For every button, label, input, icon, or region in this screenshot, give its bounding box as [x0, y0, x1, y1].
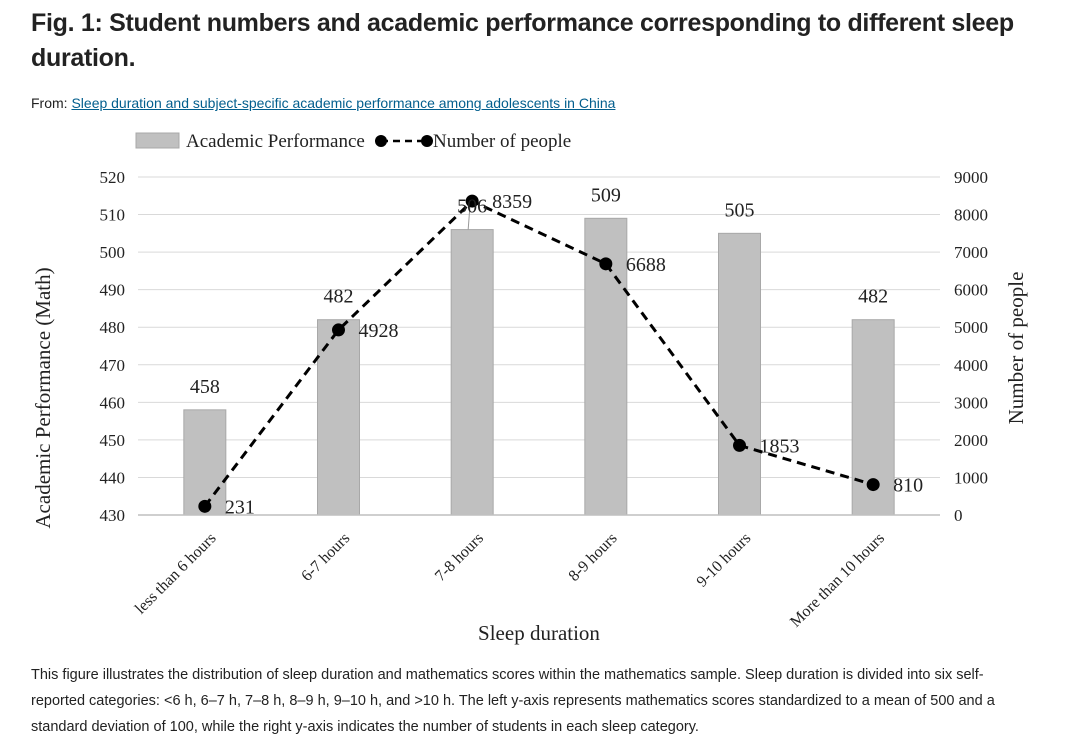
bars	[183, 203, 895, 516]
right-y-tick-label: 6000	[954, 281, 988, 300]
people-value-label: 810	[893, 475, 923, 497]
bar-value-label: 506	[457, 196, 487, 218]
people-value-label: 8359	[492, 191, 532, 213]
people-point	[866, 478, 880, 492]
legend: Academic Performance Number of people	[135, 131, 571, 152]
legend-label-academic-performance: Academic Performance	[186, 131, 365, 152]
right-y-tick-label: 1000	[954, 468, 988, 487]
right-y-tick-label: 7000	[954, 243, 988, 262]
x-tick-label: 9-10 hours	[694, 530, 755, 591]
bar-value-label: 482	[858, 286, 888, 308]
bar-academic-performance	[718, 232, 761, 516]
gridlines	[138, 176, 940, 478]
people-point	[332, 323, 345, 337]
left-y-tick-label: 510	[100, 206, 126, 225]
sleep-duration-chart: 430 440 450 460 470 480 490 500 510 520 0 1000 2000 3…	[31, 131, 1028, 645]
number-of-people-line	[198, 194, 880, 513]
legend-marker-left	[375, 135, 387, 147]
left-y-tick-label: 430	[100, 506, 126, 525]
people-point	[599, 257, 613, 271]
x-tick-label: less than 6 hours	[132, 530, 220, 618]
left-y-axis-title: Academic Performance (Math)	[31, 267, 55, 528]
people-point	[465, 194, 479, 208]
right-y-axis-title: Number of people	[1004, 272, 1028, 425]
label-leader-line	[467, 203, 471, 230]
figure-title: Fig. 1: Student numbers and academic per…	[31, 9, 1014, 72]
left-y-tick-label: 520	[100, 168, 126, 187]
right-y-tick-label: 5000	[954, 318, 988, 337]
right-y-tick-label: 0	[954, 506, 963, 525]
people-line-path	[203, 199, 874, 508]
x-tick-label: 6-7 hours	[298, 530, 353, 585]
people-value-label: 4928	[359, 320, 399, 342]
x-tick-label: 8-9 hours	[566, 530, 621, 585]
legend-label-number-of-people: Number of people	[433, 131, 571, 152]
source-label: From:	[31, 95, 68, 111]
right-y-tick-label: 9000	[954, 168, 988, 187]
left-y-tick-label: 480	[100, 318, 126, 337]
people-point	[733, 438, 746, 452]
x-tick-label: 7-8 hours	[432, 530, 487, 585]
people-value-label: 231	[225, 496, 255, 518]
figure-caption: This figure illustrates the distribution…	[31, 667, 995, 735]
x-axis-title: Sleep duration	[478, 621, 600, 645]
people-value-label: 6688	[626, 254, 666, 276]
right-y-tick-label: 8000	[954, 206, 988, 225]
people-point	[198, 499, 212, 513]
bar-value-label: 458	[190, 376, 220, 398]
bar-value-label: 509	[591, 184, 621, 206]
bar-value-label: 505	[725, 199, 755, 221]
bar-academic-performance	[450, 229, 494, 516]
source-article-link[interactable]: Sleep duration and subject-specific acad…	[71, 95, 616, 111]
right-y-tick-label: 2000	[954, 431, 988, 450]
source-line: From: Sleep duration and subject-specifi…	[31, 95, 615, 111]
left-y-tick-label: 440	[100, 468, 126, 487]
people-value-label: 1853	[760, 435, 800, 457]
bar-academic-performance	[183, 409, 227, 516]
x-tick-label: More than 10 hours	[787, 530, 888, 631]
legend-swatch-academic-performance	[135, 132, 180, 149]
left-y-tick-label: 450	[100, 431, 126, 450]
bar-value-label: 482	[324, 286, 354, 308]
right-y-tick-label: 3000	[954, 393, 988, 412]
legend-marker-right	[421, 135, 433, 147]
bar-academic-performance	[317, 319, 360, 516]
left-y-tick-label: 500	[100, 243, 126, 262]
right-y-tick-label: 4000	[954, 356, 988, 375]
left-y-tick-label: 460	[100, 393, 126, 412]
left-y-tick-label: 490	[100, 281, 126, 300]
left-y-tick-label: 470	[100, 356, 126, 375]
data-labels: 458 482 506 509 505 482 231 4928 8359 6688 1853 810	[190, 184, 923, 518]
